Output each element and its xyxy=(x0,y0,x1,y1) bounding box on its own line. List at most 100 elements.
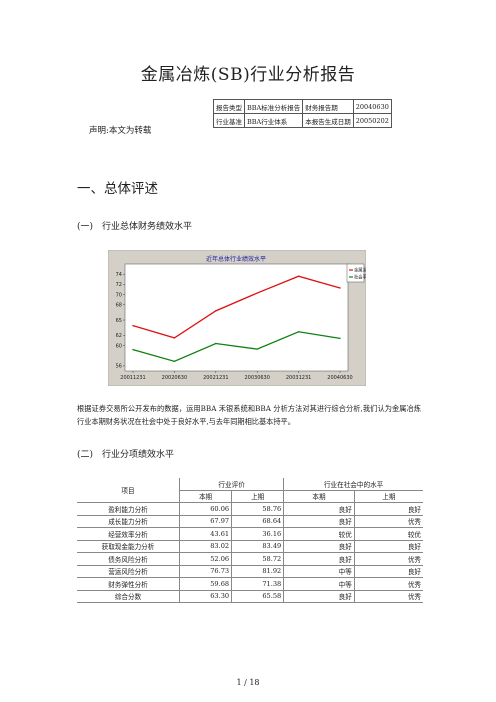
info-cell: 财务报告期 xyxy=(302,99,354,114)
page-title: 金属冶炼(SB)行业分析报告 xyxy=(140,65,356,85)
row-value: 58.72 xyxy=(231,552,284,566)
header-item: 项目 xyxy=(77,478,180,503)
y-tick-label: 74 xyxy=(116,272,122,278)
row-value: 良好 xyxy=(353,502,423,516)
row-label: 综合分数 xyxy=(77,590,180,603)
table-row: 盈利能力分析 60.06 58.76 良好 良好 xyxy=(77,502,423,516)
data-point xyxy=(132,348,134,351)
row-value: 较优 xyxy=(353,527,423,541)
x-tick-label: 20011231 xyxy=(120,375,145,381)
header-group: 行业在社会中的水平 xyxy=(283,478,423,491)
row-value: 良好 xyxy=(353,565,423,578)
chart-title: 近年总体行业绩效水平 xyxy=(206,255,266,263)
info-row: 报告类型 BBA标准分析报告 财务报告期 20040630 xyxy=(213,99,392,114)
row-value: 优秀 xyxy=(353,590,423,603)
score-table: 项目 行业评价 行业在社会中的水平 本期 上期 本期 上期 盈利能力分析 60.06 58.76 良… xyxy=(77,478,423,603)
subheader-cell: 上期 xyxy=(353,490,423,503)
row-value: 中等 xyxy=(283,577,355,591)
page-number: 1 / 18 xyxy=(236,678,260,687)
header-group: 行业评价 xyxy=(178,478,284,491)
subheader-cell: 本期 xyxy=(283,490,355,503)
y-tick-label: 60 xyxy=(116,343,122,349)
data-point xyxy=(297,331,300,333)
row-value: 较优 xyxy=(283,527,355,541)
info-cell: 报告类型 xyxy=(213,99,245,114)
info-cell: BBA行业体系 xyxy=(243,113,304,128)
row-value: 81.92 xyxy=(231,565,284,578)
table-row: 债务风险分析 52.06 58.72 良好 优秀 xyxy=(77,552,423,566)
row-value: 优秀 xyxy=(353,552,423,566)
table-row: 获取现金能力分析 83.02 83.49 良好 良好 xyxy=(77,540,423,553)
chart-legend: 金属冶炼社会平均 xyxy=(346,263,366,283)
data-point xyxy=(215,310,217,312)
section-heading: 一、总体评述 xyxy=(77,181,158,197)
subheader-row: 本期 上期 本期 上期 xyxy=(77,490,423,503)
legend-label: 社会平均 xyxy=(354,274,366,281)
score-table-body: 项目 行业评价 行业在社会中的水平 本期 上期 本期 上期 盈利能力分析 60.06 58.76 良… xyxy=(77,478,423,603)
series-line xyxy=(132,331,341,363)
report-info-body: 报告类型 BBA标准分析报告 财务报告期 20040630 行业基准 BBA行业体系 本报告… xyxy=(213,99,392,128)
data-point xyxy=(132,324,134,327)
row-value: 良好 xyxy=(283,552,355,566)
subsection-heading-overall: (一) 行业总体财务绩效水平 xyxy=(77,222,193,232)
row-value: 中等 xyxy=(283,565,355,578)
data-point xyxy=(297,275,300,277)
table-row: 经营效率分析 43.61 36.16 较优 较优 xyxy=(77,527,423,541)
y-axis: 56 60 62 65 68 70 72 74 xyxy=(116,272,125,370)
subsection-heading-items: (二) 行业分项绩效水平 xyxy=(77,450,175,460)
row-value: 65.58 xyxy=(231,590,284,603)
series-layer xyxy=(132,275,341,363)
row-value: 良好 xyxy=(283,515,355,528)
data-point xyxy=(215,342,217,345)
row-label: 盈利能力分析 xyxy=(77,502,180,516)
x-tick-label: 20031231 xyxy=(286,375,311,381)
x-axis: 20011231 20020630 20021231 20030630 20031231… xyxy=(120,371,353,381)
data-point xyxy=(339,337,341,340)
row-label: 经营效率分析 xyxy=(77,527,180,541)
row-value: 良好 xyxy=(283,502,355,516)
data-point xyxy=(256,348,258,350)
row-value: 59.68 xyxy=(178,577,232,591)
row-value: 63.30 xyxy=(178,590,232,603)
x-tick-label: 20030630 xyxy=(244,375,269,381)
row-value: 60.06 xyxy=(178,502,232,516)
row-value: 优秀 xyxy=(353,515,423,528)
row-value: 58.76 xyxy=(231,502,284,516)
series-line xyxy=(132,275,341,339)
info-cell: 20040630 xyxy=(352,99,392,114)
info-row: 行业基准 BBA行业体系 本报告生成日期 20050202 xyxy=(213,113,392,128)
table-row: 成长能力分析 67.97 68.64 良好 优秀 xyxy=(77,515,423,528)
y-tick-label: 62 xyxy=(116,333,122,339)
info-cell: 行业基准 xyxy=(213,113,245,128)
statement-text: 声明:本文为转载 xyxy=(89,126,152,136)
y-tick-label: 56 xyxy=(116,364,122,370)
subheader-cell: 上期 xyxy=(231,490,284,503)
legend-label: 金属冶炼 xyxy=(354,267,366,274)
row-value: 36.16 xyxy=(231,527,284,541)
table-row: 综合分数 63.30 65.58 良好 优秀 xyxy=(77,590,423,603)
data-point xyxy=(173,337,176,339)
row-value: 83.49 xyxy=(231,540,284,553)
row-label: 营运风险分析 xyxy=(77,565,180,578)
row-value: 良好 xyxy=(353,540,423,553)
data-point xyxy=(256,292,258,294)
y-tick-label: 70 xyxy=(116,292,122,298)
row-label: 财务弹性分析 xyxy=(77,577,180,591)
x-tick-label: 20021231 xyxy=(203,375,228,381)
row-value: 67.97 xyxy=(178,515,232,528)
info-cell: 20050202 xyxy=(352,113,392,128)
row-value: 良好 xyxy=(283,590,355,603)
row-value: 71.38 xyxy=(231,577,284,591)
x-tick-label: 20020630 xyxy=(162,375,187,381)
y-tick-label: 72 xyxy=(116,282,122,288)
row-label: 债务风险分析 xyxy=(77,552,180,566)
row-value: 52.06 xyxy=(178,552,232,566)
row-value: 优秀 xyxy=(353,577,423,591)
y-tick-label: 65 xyxy=(116,318,122,324)
table-row: 财务弹性分析 59.68 71.38 中等 优秀 xyxy=(77,577,423,591)
row-label: 成长能力分析 xyxy=(77,515,180,528)
data-point xyxy=(173,360,176,363)
x-tick-label: 20040630 xyxy=(327,375,352,381)
header-row: 项目 行业评价 行业在社会中的水平 xyxy=(77,478,423,503)
table-row: 营运风险分析 76.73 81.92 中等 良好 xyxy=(77,565,423,578)
